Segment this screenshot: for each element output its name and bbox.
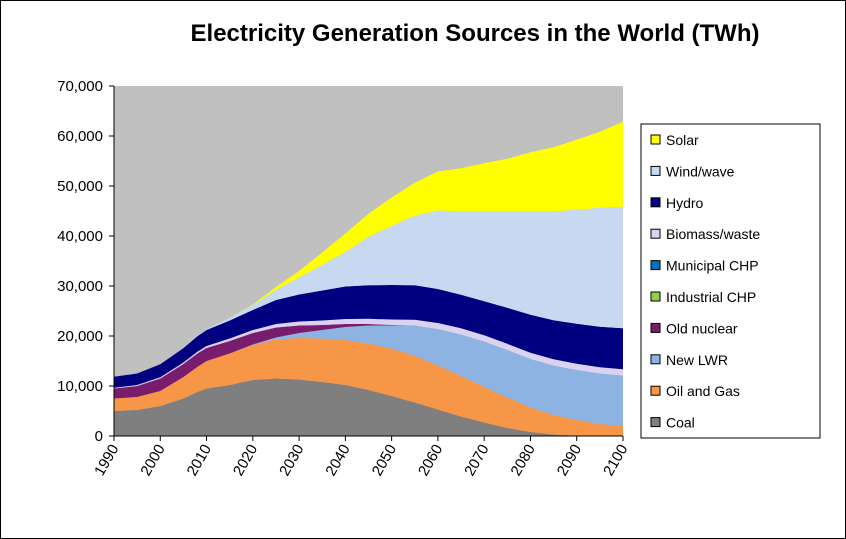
legend-swatch	[650, 322, 661, 333]
legend-label: Coal	[666, 415, 695, 431]
y-tick-label: 10,000	[57, 378, 103, 395]
y-tick-label: 40,000	[57, 228, 103, 245]
y-tick-label: 70,000	[57, 78, 103, 95]
x-tick-label: 2030	[276, 442, 307, 479]
x-tick-label: 2010	[184, 442, 215, 479]
area-wind-wave	[114, 206, 623, 377]
x-tick-label: 2020	[230, 442, 261, 479]
x-tick-label: 2100	[600, 442, 631, 479]
legend-label: Biomass/waste	[666, 226, 760, 242]
x-tick-label: 2070	[461, 442, 492, 479]
chart-title: Electricity Generation Sources in the Wo…	[190, 20, 760, 47]
y-tick-label: 60,000	[57, 128, 103, 145]
legend-swatch	[650, 354, 661, 365]
legend-label: Municipal CHP	[666, 258, 759, 274]
area-old-nuclear	[114, 324, 623, 399]
x-tick-label: 2050	[369, 442, 400, 479]
y-tick-label: 0	[95, 428, 103, 445]
legend-label: New LWR	[666, 352, 728, 368]
legend-box	[640, 123, 821, 439]
area-oil-and-gas	[114, 338, 623, 436]
x-tick-label: 2040	[322, 442, 353, 479]
area-new-lwr	[114, 325, 623, 426]
legend-swatch	[650, 260, 661, 271]
legend-swatch	[650, 165, 661, 176]
y-tick-label: 30,000	[57, 278, 103, 295]
legend-label: Old nuclear	[666, 320, 738, 336]
y-tick-label: 20,000	[57, 328, 103, 345]
y-tick-label: 50,000	[57, 178, 103, 195]
area-coal	[114, 378, 623, 436]
x-tick-label: 2080	[508, 442, 539, 479]
legend-label: Wind/wave	[666, 163, 735, 179]
legend-swatch	[650, 417, 661, 428]
area-solar	[114, 121, 623, 377]
legend-swatch	[650, 385, 661, 396]
area-biomass-waste	[114, 318, 623, 389]
legend-label: Oil and Gas	[666, 383, 740, 399]
legend-swatch	[650, 197, 661, 208]
legend-label: Industrial CHP	[666, 289, 756, 305]
legend-label: Solar	[666, 132, 699, 148]
legend-swatch	[650, 134, 661, 145]
legend-swatch	[650, 228, 661, 239]
area-hydro	[114, 285, 623, 388]
legend-swatch	[650, 291, 661, 302]
x-tick-label: 1990	[91, 442, 122, 479]
legend-label: Hydro	[666, 195, 704, 211]
x-tick-label: 2000	[137, 442, 168, 479]
x-tick-label: 2090	[554, 442, 585, 479]
x-tick-label: 2060	[415, 442, 446, 479]
